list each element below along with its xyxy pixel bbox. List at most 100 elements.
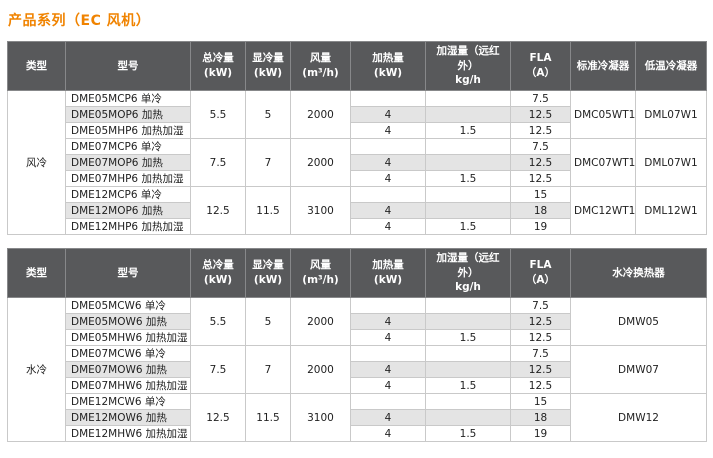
- sensible-cooling-cell: 11.5: [245, 393, 291, 443]
- column-header: 型号: [65, 40, 191, 92]
- humidify-cell: [425, 313, 511, 331]
- product-code-cell: DMW05: [570, 297, 707, 347]
- column-header: 型号: [65, 248, 191, 299]
- table-row: DME07MCP6 单冷 7.5 7 2000 7.5 DMC07WT1 DML07W1: [8, 138, 707, 188]
- fla-cell: 7.5: [510, 345, 571, 363]
- heating-cell: 4: [350, 361, 426, 379]
- table-row: DME12MCW6 单冷 12.5 11.5 3100 15 DMW12: [8, 393, 707, 443]
- fla-cell: 12.5: [510, 361, 571, 379]
- total-cooling-cell: 5.5: [190, 90, 246, 140]
- humidify-cell: [425, 409, 511, 427]
- fla-cell: 7.5: [510, 90, 571, 108]
- fla-cell: 12.5: [510, 154, 571, 172]
- model-cell: DME12MCW6 单冷: [65, 393, 191, 411]
- product-code-cell: DML07W1: [635, 138, 707, 188]
- product-code-cell: DMW12: [570, 393, 707, 443]
- model-cell: DME12MOP6 加热: [65, 202, 191, 220]
- airflow-cell: 3100: [290, 393, 351, 443]
- product-code-cell: DMC05WT1: [570, 90, 636, 140]
- fla-cell: 18: [510, 409, 571, 427]
- column-header: 低温冷凝器: [635, 40, 707, 92]
- sensible-cooling-cell: 5: [245, 297, 291, 347]
- air-cooled-spec-table: 类型 型号 总冷量 (kW) 显冷量 (kW) 风量 (m³/h) 加热量 (kW) 加湿量（远红外…: [7, 40, 707, 236]
- model-cell: DME07MOP6 加热: [65, 154, 191, 172]
- column-header: 加湿量（远红外） kg/h: [425, 40, 511, 92]
- total-cooling-cell: 7.5: [190, 345, 246, 395]
- column-header: 显冷量 (kW): [245, 248, 291, 299]
- model-cell: DME07MCP6 单冷: [65, 138, 191, 156]
- heating-cell: [350, 297, 426, 315]
- table-row: DME07MHW6 加热加湿 4 1.5 12.5: [8, 377, 707, 395]
- humidify-cell: [425, 154, 511, 172]
- table-row: DME12MCP6 单冷 12.5 11.5 3100 15 DMC12WT1 DML12W…: [8, 186, 707, 236]
- humidify-cell: [425, 297, 511, 315]
- table-row: 水冷 DME05MCW6 单冷 5.5 5 2000 7.5 DMW05: [7, 297, 707, 443]
- type-cell: 水冷: [7, 297, 66, 443]
- heating-cell: 4: [350, 170, 426, 188]
- column-header: 类型: [7, 40, 66, 92]
- sensible-cooling-cell: 5: [245, 90, 291, 140]
- heating-cell: [350, 90, 426, 108]
- humidify-cell: [425, 138, 511, 156]
- airflow-cell: 2000: [290, 138, 351, 188]
- model-cell: DME07MOW6 加热: [65, 361, 191, 379]
- model-cell: DME05MHW6 加热加湿: [65, 329, 191, 347]
- heating-cell: [350, 186, 426, 204]
- heating-cell: 4: [350, 122, 426, 140]
- table-row: 风冷 DME05MCP6 单冷 5.5 5 2000 7.5 DMC05WT1 DML07W1: [7, 90, 707, 236]
- sensible-cooling-cell: 7: [245, 138, 291, 188]
- total-cooling-cell: 5.5: [190, 297, 246, 347]
- table-row: DME12MHP6 加热加湿 4 1.5 19: [8, 218, 707, 236]
- airflow-cell: 2000: [290, 90, 351, 140]
- humidify-cell: 1.5: [425, 425, 511, 443]
- heating-cell: 4: [350, 313, 426, 331]
- heating-cell: 4: [350, 218, 426, 236]
- humidify-cell: 1.5: [425, 122, 511, 140]
- total-cooling-cell: 7.5: [190, 138, 246, 188]
- humidify-cell: 1.5: [425, 170, 511, 188]
- column-header: 总冷量 (kW): [190, 40, 246, 92]
- humidify-cell: 1.5: [425, 329, 511, 347]
- sensible-cooling-cell: 7: [245, 345, 291, 395]
- column-header: FLA （A）: [510, 40, 571, 92]
- heating-cell: 4: [350, 425, 426, 443]
- column-header: 加湿量（远红外） kg/h: [425, 248, 511, 299]
- heating-cell: 4: [350, 329, 426, 347]
- model-cell: DME07MHP6 加热加湿: [65, 170, 191, 188]
- model-cell: DME05MCP6 单冷: [65, 90, 191, 108]
- table-row: DME07MHP6 加热加湿 4 1.5 12.5: [8, 170, 707, 188]
- column-header: FLA （A）: [510, 248, 571, 299]
- model-cell: DME05MHP6 加热加湿: [65, 122, 191, 140]
- product-code-cell: DMC12WT1: [570, 186, 636, 236]
- column-header: 水冷换热器: [570, 248, 707, 299]
- humidify-cell: 1.5: [425, 377, 511, 395]
- fla-cell: 15: [510, 186, 571, 204]
- table-header-row: 类型 型号 总冷量 (kW) 显冷量 (kW) 风量 (m³/h) 加热量 (kW) 加湿量（远红外…: [7, 40, 707, 92]
- table-row: DME07MOW6 加热 4 12.5: [8, 361, 707, 379]
- humidify-cell: [425, 90, 511, 108]
- humidify-cell: [425, 345, 511, 363]
- heating-cell: 4: [350, 106, 426, 124]
- column-header: 风量 (m³/h): [290, 248, 351, 299]
- water-cooled-spec-table: 类型 型号 总冷量 (kW) 显冷量 (kW) 风量 (m³/h) 加热量 (kW) 加湿量（远红外…: [7, 248, 707, 443]
- column-header: 标准冷凝器: [570, 40, 636, 92]
- table-header-row: 类型 型号 总冷量 (kW) 显冷量 (kW) 风量 (m³/h) 加热量 (kW) 加湿量（远红外…: [7, 248, 707, 299]
- model-cell: DME12MOW6 加热: [65, 409, 191, 427]
- heating-cell: [350, 345, 426, 363]
- model-cell: DME07MCW6 单冷: [65, 345, 191, 363]
- heating-cell: 4: [350, 202, 426, 220]
- fla-cell: 15: [510, 393, 571, 411]
- product-code-cell: DML07W1: [635, 90, 707, 140]
- fla-cell: 12.5: [510, 313, 571, 331]
- column-header: 风量 (m³/h): [290, 40, 351, 92]
- fla-cell: 12.5: [510, 329, 571, 347]
- table-row: DME05MHW6 加热加湿 4 1.5 12.5: [8, 329, 707, 347]
- column-header: 加热量 (kW): [350, 248, 426, 299]
- page-title: 产品系列（EC 风机）: [8, 13, 151, 29]
- fla-cell: 12.5: [510, 106, 571, 124]
- airflow-cell: 2000: [290, 345, 351, 395]
- model-cell: DME05MOW6 加热: [65, 313, 191, 331]
- heating-cell: 4: [350, 154, 426, 172]
- heating-cell: 4: [350, 377, 426, 395]
- fla-cell: 19: [510, 218, 571, 236]
